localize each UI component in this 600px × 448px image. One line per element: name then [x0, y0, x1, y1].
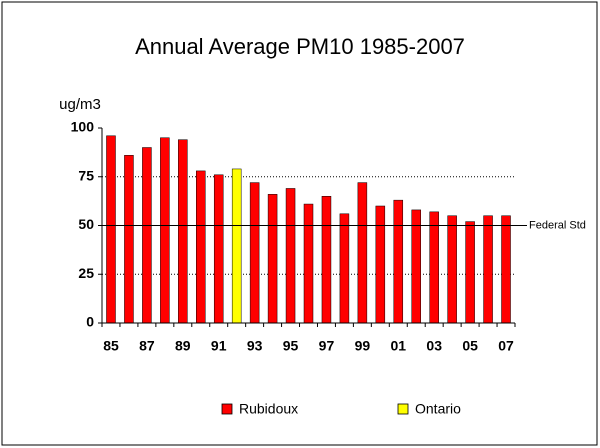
bar: [393, 199, 404, 324]
bar: [196, 170, 206, 324]
bar: [321, 196, 332, 324]
x-tick-label: 85: [103, 338, 119, 354]
y-axis-label: ug/m3: [59, 96, 101, 113]
bar: [213, 174, 224, 324]
y-tick-label: 75: [78, 167, 94, 183]
x-tick-label: 95: [283, 338, 299, 354]
x-tick-label: 91: [211, 338, 227, 354]
bar: [375, 205, 386, 324]
bar: [357, 182, 368, 324]
y-tick-label: 100: [71, 119, 95, 135]
bar: [160, 137, 170, 324]
bar: [267, 194, 278, 324]
bar: [124, 155, 134, 324]
x-tick-label: 97: [319, 338, 335, 354]
bar: [483, 215, 493, 324]
bar: [178, 139, 188, 324]
chart-title: Annual Average PM10 1985-2007: [135, 34, 465, 59]
bar: [231, 168, 242, 324]
bar: [303, 203, 314, 324]
x-tick-label: 05: [462, 338, 478, 354]
bar: [339, 213, 350, 324]
reference-label: Federal Std: [529, 219, 586, 231]
bar: [411, 209, 421, 324]
x-tick-label: 87: [139, 338, 155, 354]
legend-swatch: [397, 403, 409, 415]
x-tick-label: 99: [355, 338, 371, 354]
y-tick-label: 50: [78, 216, 94, 232]
legend-label: Ontario: [415, 401, 461, 417]
legend-swatch: [221, 403, 233, 415]
x-tick-label: 01: [390, 338, 406, 354]
bar: [465, 221, 475, 324]
bar: [429, 211, 439, 324]
legend-label: Rubidoux: [239, 401, 298, 417]
bar: [501, 215, 511, 324]
x-tick-label: 07: [498, 338, 514, 354]
x-tick-label: 89: [175, 338, 191, 354]
bar: [249, 182, 260, 324]
bar: [447, 215, 457, 324]
x-tick-label: 93: [247, 338, 263, 354]
bar: [106, 135, 116, 324]
bar: [142, 147, 152, 324]
y-tick-label: 25: [78, 265, 94, 281]
x-tick-label: 03: [426, 338, 442, 354]
y-tick-label: 0: [86, 314, 94, 330]
bar: [285, 188, 296, 324]
